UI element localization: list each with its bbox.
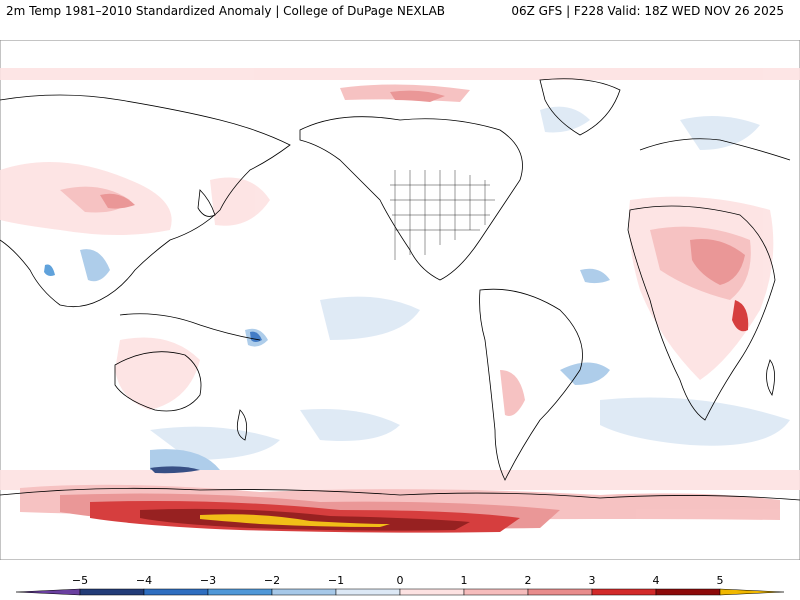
colorbar-segment [463,588,529,596]
colorbar-extend-low [15,588,81,596]
colorbar-tick-label: −5 [72,574,88,587]
colorbar: −5 −4 −3 −2 −1 0 1 2 3 4 5 [15,574,785,596]
coastlines [0,78,800,501]
colorbar-segment [143,588,209,596]
colorbar-segment [207,588,273,596]
colorbar-extend-high [719,588,785,596]
colorbar-tick-label: −4 [136,574,152,587]
colorbar-tick-label: −1 [328,574,344,587]
colorbar-segment [399,588,465,596]
colorbar-segment [271,588,337,596]
colorbar-segment [527,588,593,596]
colorbar-tick-label: 5 [717,574,724,587]
colorbar-segment [655,588,721,596]
map-title: 2m Temp 1981–2010 Standardized Anomaly |… [6,4,446,18]
anomaly-shading [0,68,800,533]
colorbar-tick-label: 1 [461,574,468,587]
colorbar-segment [591,588,657,596]
colorbar-tick-label: 2 [525,574,532,587]
colorbar-tick-label: 0 [397,574,404,587]
us-state-grid [390,170,495,260]
colorbar-tick-label: −3 [200,574,216,587]
model-run-info: 06Z GFS | F228 Valid: 18Z WED NOV 26 202… [511,4,784,18]
colorbar-segment [79,588,145,596]
colorbar-tick-label: 3 [589,574,596,587]
colorbar-segment [335,588,401,596]
colorbar-tick-label: 4 [653,574,660,587]
colorbar-tick-label: −2 [264,574,280,587]
anomaly-map [0,40,800,560]
